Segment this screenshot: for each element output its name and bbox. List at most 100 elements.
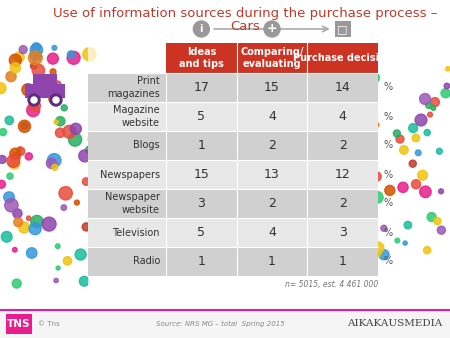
Circle shape — [83, 48, 96, 61]
Bar — [0, 310, 450, 338]
Circle shape — [434, 217, 441, 225]
Circle shape — [28, 51, 42, 65]
Text: n= 5015, est. 4 461 000: n= 5015, est. 4 461 000 — [285, 280, 378, 289]
Circle shape — [441, 89, 450, 98]
Text: 1: 1 — [268, 255, 276, 268]
Circle shape — [47, 53, 58, 64]
Circle shape — [59, 187, 72, 200]
Text: 3: 3 — [198, 197, 205, 210]
Circle shape — [412, 134, 420, 142]
Circle shape — [79, 150, 91, 162]
Circle shape — [395, 238, 400, 243]
Bar — [335, 21, 351, 37]
Text: 1: 1 — [198, 255, 205, 268]
Bar — [6, 314, 32, 334]
Circle shape — [32, 64, 45, 77]
Text: %: % — [384, 82, 393, 93]
Circle shape — [6, 71, 16, 82]
Circle shape — [428, 112, 432, 117]
Circle shape — [27, 216, 31, 220]
Circle shape — [14, 218, 22, 227]
Text: %: % — [384, 198, 393, 209]
Circle shape — [30, 49, 41, 61]
Text: Magazine
website: Magazine website — [113, 105, 160, 128]
Text: 1: 1 — [339, 255, 347, 268]
Text: Blogs: Blogs — [133, 141, 160, 150]
Text: 4: 4 — [339, 110, 347, 123]
Circle shape — [27, 248, 37, 258]
Circle shape — [89, 81, 95, 87]
Circle shape — [82, 178, 90, 185]
Circle shape — [82, 223, 90, 231]
Bar — [25, 84, 65, 98]
Text: Ideas
and tips: Ideas and tips — [179, 47, 224, 69]
Circle shape — [436, 148, 442, 154]
Circle shape — [385, 185, 395, 195]
Circle shape — [63, 125, 76, 138]
Text: +: + — [267, 23, 277, 35]
Circle shape — [13, 247, 17, 252]
Circle shape — [379, 250, 389, 260]
Circle shape — [52, 45, 57, 50]
Text: 4: 4 — [268, 226, 276, 239]
Text: Cars: Cars — [230, 20, 260, 33]
Circle shape — [34, 81, 47, 94]
Text: TNS: TNS — [7, 319, 31, 329]
Bar — [88, 42, 378, 290]
Circle shape — [61, 105, 67, 111]
Circle shape — [418, 170, 428, 180]
Circle shape — [376, 252, 380, 257]
Bar — [166, 43, 378, 73]
Circle shape — [398, 182, 408, 192]
Circle shape — [431, 105, 436, 110]
Text: © Tns: © Tns — [38, 321, 60, 327]
Circle shape — [28, 94, 40, 106]
Circle shape — [90, 228, 95, 234]
Circle shape — [31, 63, 37, 69]
Text: 2: 2 — [339, 139, 347, 152]
Circle shape — [86, 146, 94, 154]
Circle shape — [53, 97, 59, 103]
Circle shape — [68, 51, 75, 58]
Circle shape — [424, 129, 430, 136]
Text: Use of information sources during the purchase process –: Use of information sources during the pu… — [53, 7, 437, 20]
Circle shape — [22, 84, 34, 96]
Circle shape — [430, 98, 439, 106]
Bar — [88, 247, 378, 276]
Circle shape — [88, 223, 99, 234]
Circle shape — [374, 122, 379, 127]
Circle shape — [403, 241, 407, 245]
Circle shape — [404, 221, 412, 229]
Text: %: % — [384, 169, 393, 179]
Circle shape — [9, 54, 21, 66]
Bar — [88, 131, 378, 160]
Bar — [88, 160, 378, 189]
Circle shape — [4, 192, 14, 202]
Circle shape — [42, 217, 56, 231]
Circle shape — [369, 100, 375, 106]
Circle shape — [54, 278, 58, 283]
Circle shape — [18, 147, 22, 151]
Circle shape — [18, 222, 30, 233]
Circle shape — [10, 148, 21, 159]
Text: 3: 3 — [339, 226, 347, 239]
Text: %: % — [384, 257, 393, 266]
Circle shape — [13, 209, 22, 218]
Text: %: % — [384, 141, 393, 150]
Text: 1: 1 — [198, 139, 205, 152]
Circle shape — [18, 120, 31, 132]
Text: 2: 2 — [339, 197, 347, 210]
Text: 14: 14 — [335, 81, 351, 94]
Circle shape — [79, 276, 89, 286]
Text: %: % — [384, 227, 393, 238]
Circle shape — [68, 133, 82, 146]
Circle shape — [55, 244, 60, 248]
Circle shape — [32, 43, 40, 51]
Text: 12: 12 — [335, 168, 351, 181]
Circle shape — [7, 154, 20, 167]
Text: 17: 17 — [194, 81, 209, 94]
Circle shape — [9, 158, 20, 169]
Circle shape — [67, 51, 80, 64]
Circle shape — [52, 164, 58, 170]
Circle shape — [409, 124, 418, 132]
